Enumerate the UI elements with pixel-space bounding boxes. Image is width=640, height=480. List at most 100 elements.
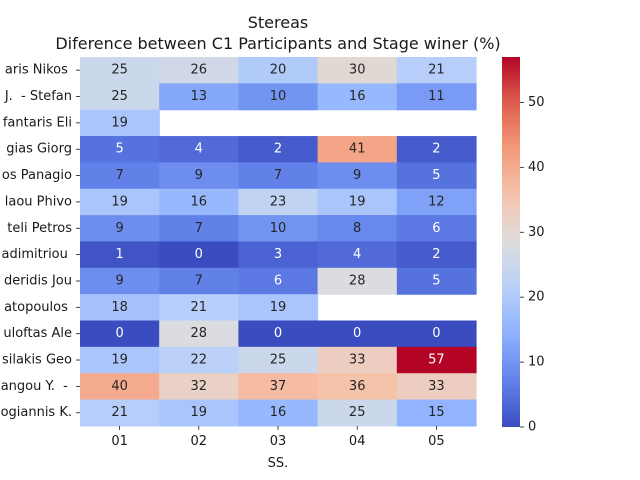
colorbar-tick-label: 40 (528, 160, 545, 175)
heatmap-cell (159, 215, 239, 243)
heatmap-cell (238, 320, 319, 348)
cell-value-label: 0 (353, 326, 361, 341)
cell-value-label: 9 (195, 168, 203, 183)
cell-value-label: 23 (270, 194, 287, 209)
cell-value-label: 5 (432, 168, 440, 183)
heatmap-cell (238, 83, 319, 111)
x-tick-label: 05 (428, 434, 445, 449)
cell-value-label: 2 (432, 247, 440, 262)
cell-value-label: 10 (270, 221, 287, 236)
cell-value-label: 21 (428, 63, 445, 78)
heatmap-cell (238, 241, 319, 269)
heatmap-cell (80, 346, 160, 374)
y-tick-label: deridis Jou (4, 273, 72, 288)
y-tick-label: os Panagio (2, 168, 72, 183)
colorbar-tick-label: 0 (528, 420, 536, 435)
heatmap-cell (396, 162, 477, 190)
heatmap-cell (238, 188, 319, 216)
cell-value-label: 2 (274, 142, 282, 157)
heatmap-cell (317, 188, 398, 216)
heatmap-cell (396, 346, 477, 374)
heatmap-cell (238, 373, 319, 401)
heatmap-cell (317, 57, 398, 84)
cell-value-label: 20 (270, 63, 287, 78)
heatmap-cell (80, 267, 160, 295)
heatmap-cell (238, 346, 319, 374)
heatmap-cell (159, 373, 239, 401)
cell-value-label: 19 (270, 300, 287, 315)
heatmap-cell (396, 57, 477, 84)
cell-value-label: 9 (115, 221, 123, 236)
y-tick-label: teli Petros (7, 221, 72, 236)
heatmap-cell (80, 162, 160, 190)
cell-value-label: 19 (111, 194, 128, 209)
cell-value-label: 19 (111, 353, 128, 368)
cell-value-label: 19 (191, 405, 208, 420)
heatmap-cell (317, 399, 398, 427)
cell-value-label: 16 (349, 89, 366, 104)
heatmap-cell (396, 136, 477, 163)
y-tick-label: uloftas Ale (3, 326, 72, 341)
y-tick-label: atopoulos (4, 300, 72, 315)
heatmap-cell (159, 399, 239, 427)
cell-value-label: 7 (115, 168, 123, 183)
heatmap-cell (80, 83, 160, 111)
colorbar-tick-label: 20 (528, 290, 545, 305)
x-tick-label: 03 (270, 434, 287, 449)
heatmap-cell (396, 188, 477, 216)
cell-value-label: 41 (349, 142, 366, 157)
cell-value-label: 16 (270, 405, 287, 420)
heatmap-cell (80, 188, 160, 216)
heatmap-cell (159, 346, 239, 374)
heatmap-cell (80, 399, 160, 427)
colorbar-tick-label: 50 (528, 95, 545, 110)
heatmap-cell (80, 136, 160, 163)
heatmap-cell (238, 136, 319, 163)
cell-value-label: 10 (270, 89, 287, 104)
cell-value-label: 2 (432, 142, 440, 157)
heatmap-cell (80, 109, 160, 137)
heatmap-cell (317, 320, 398, 348)
cell-value-label: 57 (428, 353, 445, 368)
heatmap-cell (159, 267, 239, 295)
heatmap-cell (317, 346, 398, 374)
cell-value-label: 7 (195, 221, 203, 236)
cell-value-label: 25 (111, 89, 128, 104)
cell-value-label: 21 (111, 405, 128, 420)
cell-value-label: 7 (195, 273, 203, 288)
cell-value-label: 18 (111, 300, 128, 315)
cell-value-label: 25 (349, 405, 366, 420)
cell-value-label: 7 (274, 168, 282, 183)
heatmap-cell (80, 320, 160, 348)
y-tick-label: adimitriou (2, 247, 72, 262)
y-tick-label: laou Phivo (5, 194, 72, 209)
x-axis-label: SS. (268, 456, 289, 471)
y-tick-label: J. - Stefan (4, 89, 72, 104)
cell-value-label: 28 (191, 326, 208, 341)
cell-value-label: 25 (111, 63, 128, 78)
cell-value-label: 37 (270, 379, 287, 394)
heatmap-cell (238, 267, 319, 295)
heatmap-cell (317, 373, 398, 401)
colorbar (502, 57, 520, 427)
cell-value-label: 11 (428, 89, 445, 104)
cell-value-label: 4 (353, 247, 361, 262)
cell-value-label: 40 (111, 379, 128, 394)
cell-value-label: 25 (270, 353, 287, 368)
cell-value-label: 6 (432, 221, 440, 236)
heatmap-cell (238, 215, 319, 243)
cell-value-label: 9 (115, 273, 123, 288)
x-tick-label: 02 (191, 434, 208, 449)
y-tick-label: gias Giorg (6, 142, 72, 157)
y-tick-label: ogiannis K. (1, 405, 72, 420)
cell-value-label: 1 (115, 247, 123, 262)
cell-value-label: 4 (195, 142, 203, 157)
chart-subtitle: Diference between C1 Participants and St… (55, 34, 500, 53)
heatmap-cell (238, 57, 319, 84)
heatmap-cell (317, 83, 398, 111)
cell-value-label: 15 (428, 405, 445, 420)
cell-value-label: 36 (349, 379, 366, 394)
heatmap-cell (80, 215, 160, 243)
heatmap-cell (396, 267, 477, 295)
heatmap-cell (396, 373, 477, 401)
